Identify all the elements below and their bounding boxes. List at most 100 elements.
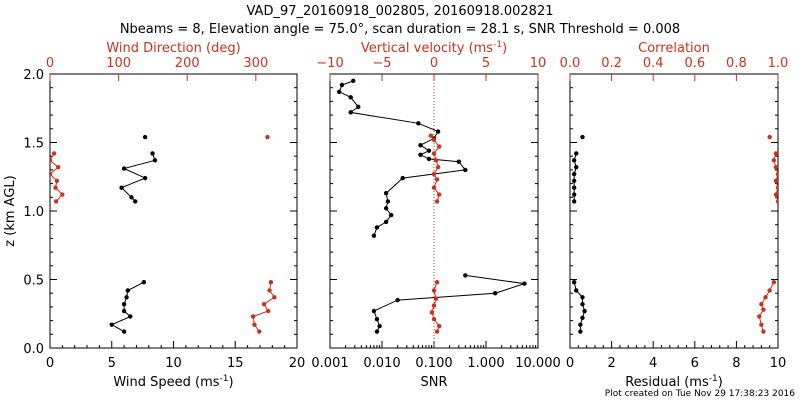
snr-point <box>426 156 432 162</box>
wind-direction-point <box>250 314 256 319</box>
x-bottom-tick-label: 0.010 <box>363 356 400 371</box>
panel-frame <box>569 73 779 349</box>
x-top-tick-label: 100 <box>106 56 131 71</box>
vertical-velocity-point <box>434 199 440 204</box>
snr-point <box>435 129 441 134</box>
panel-2: 0.001 0.010 0.100 1.000 10.000 −10 −5 0 5 10 <box>311 56 560 371</box>
wind-direction-point <box>268 280 274 285</box>
residual-point <box>578 322 583 327</box>
x-bottom-tick-label: 2 <box>607 356 615 371</box>
vertical-velocity-point <box>433 158 439 163</box>
snr-point <box>383 190 389 196</box>
x-bottom-tick-label: 15 <box>227 356 244 371</box>
x-top-tick-label: 0.4 <box>643 56 664 71</box>
snr-point <box>339 82 345 88</box>
x-top-tick-label: 0.8 <box>726 56 747 71</box>
correlation-point <box>761 329 766 334</box>
x-top-tick-label: −5 <box>372 56 391 71</box>
residual-point <box>582 308 587 314</box>
residual-point <box>580 315 585 321</box>
x-bottom-axis-label: Wind Speed (ms-1) <box>113 374 233 390</box>
y-tick-label: 0.0 <box>23 342 44 357</box>
vertical-velocity-point <box>431 171 437 177</box>
x-bottom-tick-label: 6 <box>691 356 699 371</box>
x-top-axis-label: Correlation <box>638 41 710 56</box>
wind-direction-point <box>50 171 53 177</box>
wind-direction-point <box>53 185 58 190</box>
wind-speed-line <box>120 153 156 202</box>
snr-point <box>371 233 377 238</box>
snr-point <box>348 95 353 100</box>
panel-frame <box>49 73 298 349</box>
correlation-point <box>775 185 778 190</box>
correlation-point <box>761 307 766 312</box>
vertical-velocity-point <box>437 144 442 149</box>
snr-point <box>463 273 468 278</box>
snr-point <box>383 219 389 225</box>
x-bottom-tick-label: 20 <box>289 356 306 371</box>
residual-point <box>580 301 585 307</box>
correlation-point <box>757 314 762 319</box>
wind-speed-point <box>142 134 148 140</box>
vertical-velocity-point <box>431 185 437 190</box>
snr-point <box>385 199 391 204</box>
x-bottom-tick-label: 0 <box>46 356 54 371</box>
panel-1: 0.00.51.01.52.00 5 10 15 200 100 200 300 <box>23 56 305 371</box>
wind-direction-point <box>60 192 65 197</box>
snr-point <box>400 175 405 181</box>
y-tick-label: 2.0 <box>23 68 44 83</box>
panel-data <box>336 78 527 334</box>
wind-direction-point <box>56 164 61 170</box>
residual-point <box>578 329 583 334</box>
wind-direction-point <box>257 329 262 334</box>
correlation-point <box>773 164 778 170</box>
correlation-point <box>773 151 778 156</box>
wind-speed-point <box>150 151 155 156</box>
x-bottom-tick-label: 0.001 <box>311 356 348 371</box>
panel-data <box>50 134 277 334</box>
figure-title: VAD_97_20160918_002805, 20160918.002821 <box>247 4 554 19</box>
x-top-tick-label: 300 <box>243 56 268 71</box>
vertical-velocity-point <box>431 317 437 322</box>
wind-direction-point <box>272 295 277 300</box>
correlation-point <box>767 134 772 140</box>
vertical-velocity-point <box>434 280 440 285</box>
x-bottom-tick-label: 4 <box>649 356 657 371</box>
y-axis-label: z (km AGL) <box>3 175 18 246</box>
snr-point <box>426 148 432 153</box>
x-top-axis-label: Wind Direction (deg) <box>106 41 240 56</box>
wind-speed-point <box>129 195 134 200</box>
wind-speed-point <box>142 175 148 181</box>
vertical-velocity-point <box>433 296 439 301</box>
x-bottom-tick-label: 10 <box>770 356 787 371</box>
x-top-tick-label: 0.2 <box>601 56 622 71</box>
vertical-velocity-point <box>431 303 437 308</box>
snr-point <box>356 104 361 110</box>
vertical-velocity-point <box>431 137 437 142</box>
wind-speed-point <box>125 288 131 293</box>
x-top-tick-label: 10 <box>530 56 547 71</box>
vertical-velocity-point <box>437 323 442 329</box>
snr-line <box>338 80 467 236</box>
snr-point <box>351 78 356 84</box>
snr-point <box>374 225 380 230</box>
panel-3: 0 2 4 6 8 10 0.0 0.2 0.4 0.6 0.8 1.0 <box>560 56 789 371</box>
correlation-point <box>773 192 778 197</box>
correlation-point <box>759 301 764 307</box>
residual-point <box>571 185 577 190</box>
x-top-tick-label: 0 <box>430 56 438 71</box>
correlation-point <box>771 158 777 163</box>
snr-point <box>522 281 527 286</box>
x-bottom-axis-label: Residual (ms-1) <box>625 374 723 390</box>
wind-speed-point <box>121 166 127 171</box>
snr-point <box>395 297 400 303</box>
correlation-point <box>775 199 778 204</box>
correlation-point <box>775 171 778 177</box>
wind-direction-point <box>53 199 59 204</box>
vertical-velocity-point <box>431 288 437 293</box>
x-top-tick-label: 0.0 <box>560 56 581 71</box>
vertical-velocity-point <box>429 310 435 315</box>
plot-created-note: Plot created on Tue Nov 29 17:38:23 2016 <box>605 389 795 399</box>
